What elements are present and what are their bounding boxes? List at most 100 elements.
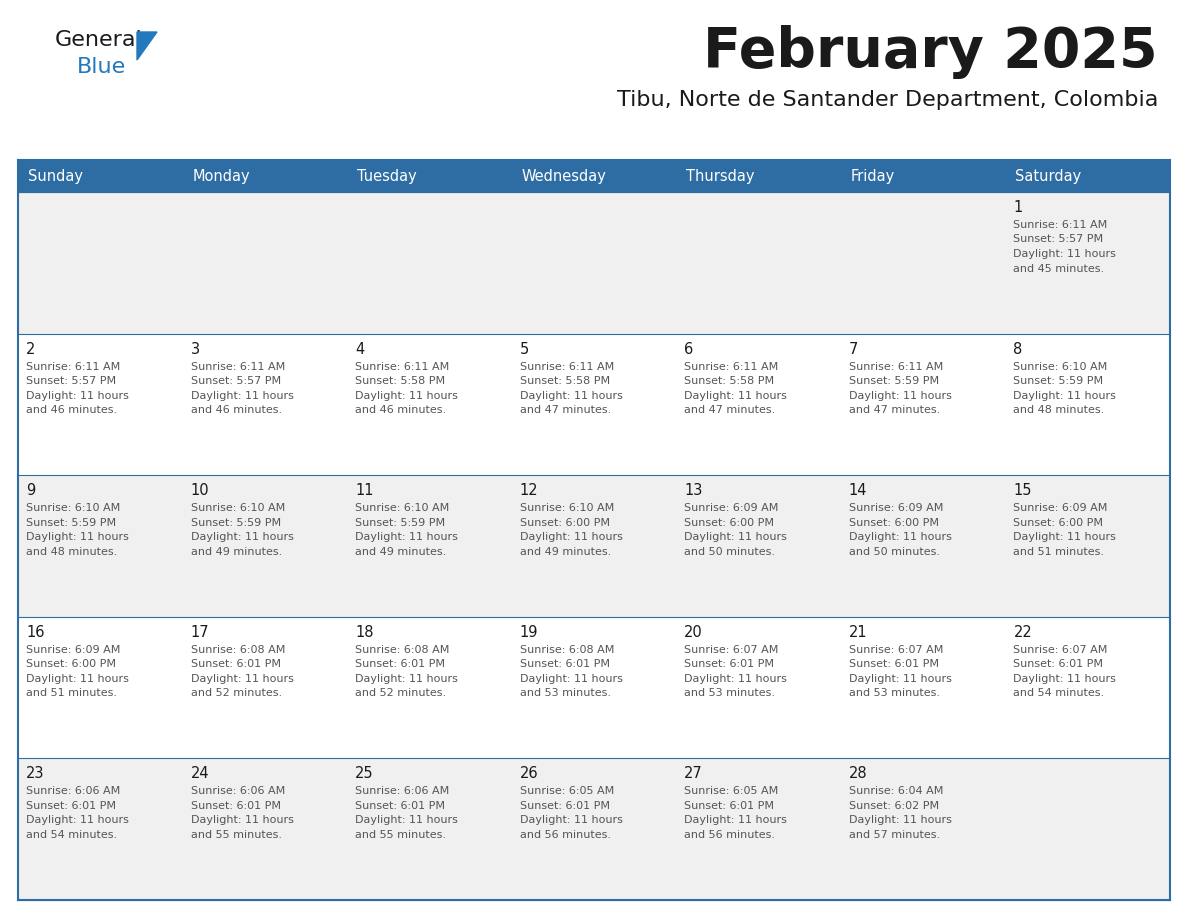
Text: 3: 3 bbox=[190, 341, 200, 356]
Text: Sunset: 5:59 PM: Sunset: 5:59 PM bbox=[355, 518, 446, 528]
Text: Sunset: 6:00 PM: Sunset: 6:00 PM bbox=[684, 518, 775, 528]
Text: Daylight: 11 hours: Daylight: 11 hours bbox=[849, 674, 952, 684]
Bar bbox=[18, 617, 1170, 758]
Text: Sunset: 5:58 PM: Sunset: 5:58 PM bbox=[519, 376, 609, 386]
Text: 20: 20 bbox=[684, 625, 703, 640]
Text: Sunset: 6:01 PM: Sunset: 6:01 PM bbox=[355, 659, 446, 669]
Text: and 50 minutes.: and 50 minutes. bbox=[684, 547, 776, 556]
Text: Daylight: 11 hours: Daylight: 11 hours bbox=[190, 815, 293, 825]
Text: Sunset: 5:57 PM: Sunset: 5:57 PM bbox=[1013, 234, 1104, 244]
Text: and 46 minutes.: and 46 minutes. bbox=[190, 405, 282, 415]
Text: Daylight: 11 hours: Daylight: 11 hours bbox=[190, 674, 293, 684]
Text: Saturday: Saturday bbox=[1016, 169, 1082, 184]
Text: Sunrise: 6:07 AM: Sunrise: 6:07 AM bbox=[684, 644, 778, 655]
Text: and 56 minutes.: and 56 minutes. bbox=[519, 830, 611, 840]
Text: Tibu, Norte de Santander Department, Colombia: Tibu, Norte de Santander Department, Col… bbox=[617, 90, 1158, 110]
Text: Sunset: 6:01 PM: Sunset: 6:01 PM bbox=[684, 800, 775, 811]
Bar bbox=[18, 333, 1170, 476]
Text: Sunrise: 6:07 AM: Sunrise: 6:07 AM bbox=[1013, 644, 1107, 655]
Text: 12: 12 bbox=[519, 483, 538, 498]
Text: and 46 minutes.: and 46 minutes. bbox=[355, 405, 447, 415]
Text: 28: 28 bbox=[849, 767, 867, 781]
Text: and 52 minutes.: and 52 minutes. bbox=[190, 688, 282, 699]
Text: Daylight: 11 hours: Daylight: 11 hours bbox=[1013, 390, 1117, 400]
Text: and 51 minutes.: and 51 minutes. bbox=[26, 688, 116, 699]
Text: Sunrise: 6:08 AM: Sunrise: 6:08 AM bbox=[519, 644, 614, 655]
Text: Sunrise: 6:09 AM: Sunrise: 6:09 AM bbox=[1013, 503, 1107, 513]
Text: Sunset: 6:00 PM: Sunset: 6:00 PM bbox=[849, 518, 939, 528]
Text: Friday: Friday bbox=[851, 169, 895, 184]
Text: Daylight: 11 hours: Daylight: 11 hours bbox=[26, 815, 128, 825]
Text: Sunrise: 6:11 AM: Sunrise: 6:11 AM bbox=[190, 362, 285, 372]
Text: 11: 11 bbox=[355, 483, 374, 498]
Text: Sunrise: 6:06 AM: Sunrise: 6:06 AM bbox=[26, 787, 120, 797]
Text: Sunset: 6:01 PM: Sunset: 6:01 PM bbox=[519, 659, 609, 669]
Text: and 48 minutes.: and 48 minutes. bbox=[26, 547, 118, 556]
Text: and 49 minutes.: and 49 minutes. bbox=[190, 547, 282, 556]
Text: Tuesday: Tuesday bbox=[358, 169, 417, 184]
Text: Daylight: 11 hours: Daylight: 11 hours bbox=[355, 815, 459, 825]
Text: 23: 23 bbox=[26, 767, 44, 781]
Text: and 55 minutes.: and 55 minutes. bbox=[190, 830, 282, 840]
Text: Daylight: 11 hours: Daylight: 11 hours bbox=[519, 674, 623, 684]
Text: 17: 17 bbox=[190, 625, 209, 640]
Text: Sunset: 6:01 PM: Sunset: 6:01 PM bbox=[1013, 659, 1104, 669]
Text: Daylight: 11 hours: Daylight: 11 hours bbox=[684, 532, 788, 543]
Text: and 55 minutes.: and 55 minutes. bbox=[355, 830, 447, 840]
Text: and 53 minutes.: and 53 minutes. bbox=[684, 688, 776, 699]
Text: Sunrise: 6:07 AM: Sunrise: 6:07 AM bbox=[849, 644, 943, 655]
Text: Sunset: 5:58 PM: Sunset: 5:58 PM bbox=[355, 376, 446, 386]
Text: and 48 minutes.: and 48 minutes. bbox=[1013, 405, 1105, 415]
Text: Sunrise: 6:10 AM: Sunrise: 6:10 AM bbox=[355, 503, 449, 513]
Polygon shape bbox=[137, 32, 157, 60]
Text: Sunrise: 6:04 AM: Sunrise: 6:04 AM bbox=[849, 787, 943, 797]
Text: Sunset: 5:59 PM: Sunset: 5:59 PM bbox=[26, 518, 116, 528]
Text: Sunrise: 6:10 AM: Sunrise: 6:10 AM bbox=[190, 503, 285, 513]
Text: Daylight: 11 hours: Daylight: 11 hours bbox=[519, 390, 623, 400]
Text: 1: 1 bbox=[1013, 200, 1023, 215]
Text: and 50 minutes.: and 50 minutes. bbox=[849, 547, 940, 556]
Text: 10: 10 bbox=[190, 483, 209, 498]
Text: Sunset: 6:00 PM: Sunset: 6:00 PM bbox=[519, 518, 609, 528]
Text: and 49 minutes.: and 49 minutes. bbox=[355, 547, 447, 556]
Text: Sunrise: 6:11 AM: Sunrise: 6:11 AM bbox=[684, 362, 778, 372]
Text: Daylight: 11 hours: Daylight: 11 hours bbox=[1013, 674, 1117, 684]
Bar bbox=[18, 476, 1170, 617]
Text: 5: 5 bbox=[519, 341, 529, 356]
Text: Daylight: 11 hours: Daylight: 11 hours bbox=[684, 390, 788, 400]
Text: Sunset: 6:00 PM: Sunset: 6:00 PM bbox=[26, 659, 116, 669]
Text: Sunrise: 6:11 AM: Sunrise: 6:11 AM bbox=[1013, 220, 1107, 230]
Text: Sunrise: 6:11 AM: Sunrise: 6:11 AM bbox=[26, 362, 120, 372]
Text: 4: 4 bbox=[355, 341, 365, 356]
Text: Sunrise: 6:06 AM: Sunrise: 6:06 AM bbox=[355, 787, 449, 797]
Text: and 53 minutes.: and 53 minutes. bbox=[849, 688, 940, 699]
Text: and 51 minutes.: and 51 minutes. bbox=[1013, 547, 1105, 556]
Text: Sunset: 5:59 PM: Sunset: 5:59 PM bbox=[1013, 376, 1104, 386]
Text: Daylight: 11 hours: Daylight: 11 hours bbox=[1013, 532, 1117, 543]
Text: 15: 15 bbox=[1013, 483, 1032, 498]
Text: and 47 minutes.: and 47 minutes. bbox=[519, 405, 611, 415]
Text: Daylight: 11 hours: Daylight: 11 hours bbox=[26, 532, 128, 543]
Text: Sunset: 6:01 PM: Sunset: 6:01 PM bbox=[190, 800, 280, 811]
Text: Sunset: 5:59 PM: Sunset: 5:59 PM bbox=[849, 376, 939, 386]
Text: 8: 8 bbox=[1013, 341, 1023, 356]
Text: 16: 16 bbox=[26, 625, 44, 640]
Text: Sunrise: 6:08 AM: Sunrise: 6:08 AM bbox=[190, 644, 285, 655]
Text: Sunrise: 6:10 AM: Sunrise: 6:10 AM bbox=[519, 503, 614, 513]
Text: and 54 minutes.: and 54 minutes. bbox=[1013, 688, 1105, 699]
Text: Monday: Monday bbox=[192, 169, 251, 184]
Text: 22: 22 bbox=[1013, 625, 1032, 640]
Text: 24: 24 bbox=[190, 767, 209, 781]
Text: Sunrise: 6:10 AM: Sunrise: 6:10 AM bbox=[1013, 362, 1107, 372]
Text: 6: 6 bbox=[684, 341, 694, 356]
Text: Sunset: 5:58 PM: Sunset: 5:58 PM bbox=[684, 376, 775, 386]
Text: Daylight: 11 hours: Daylight: 11 hours bbox=[519, 532, 623, 543]
Text: Sunrise: 6:10 AM: Sunrise: 6:10 AM bbox=[26, 503, 120, 513]
Text: Daylight: 11 hours: Daylight: 11 hours bbox=[355, 390, 459, 400]
Text: 2: 2 bbox=[26, 341, 36, 356]
Text: and 52 minutes.: and 52 minutes. bbox=[355, 688, 447, 699]
Text: Sunset: 6:01 PM: Sunset: 6:01 PM bbox=[355, 800, 446, 811]
Text: Daylight: 11 hours: Daylight: 11 hours bbox=[190, 532, 293, 543]
Text: Sunrise: 6:09 AM: Sunrise: 6:09 AM bbox=[849, 503, 943, 513]
Text: Daylight: 11 hours: Daylight: 11 hours bbox=[849, 815, 952, 825]
